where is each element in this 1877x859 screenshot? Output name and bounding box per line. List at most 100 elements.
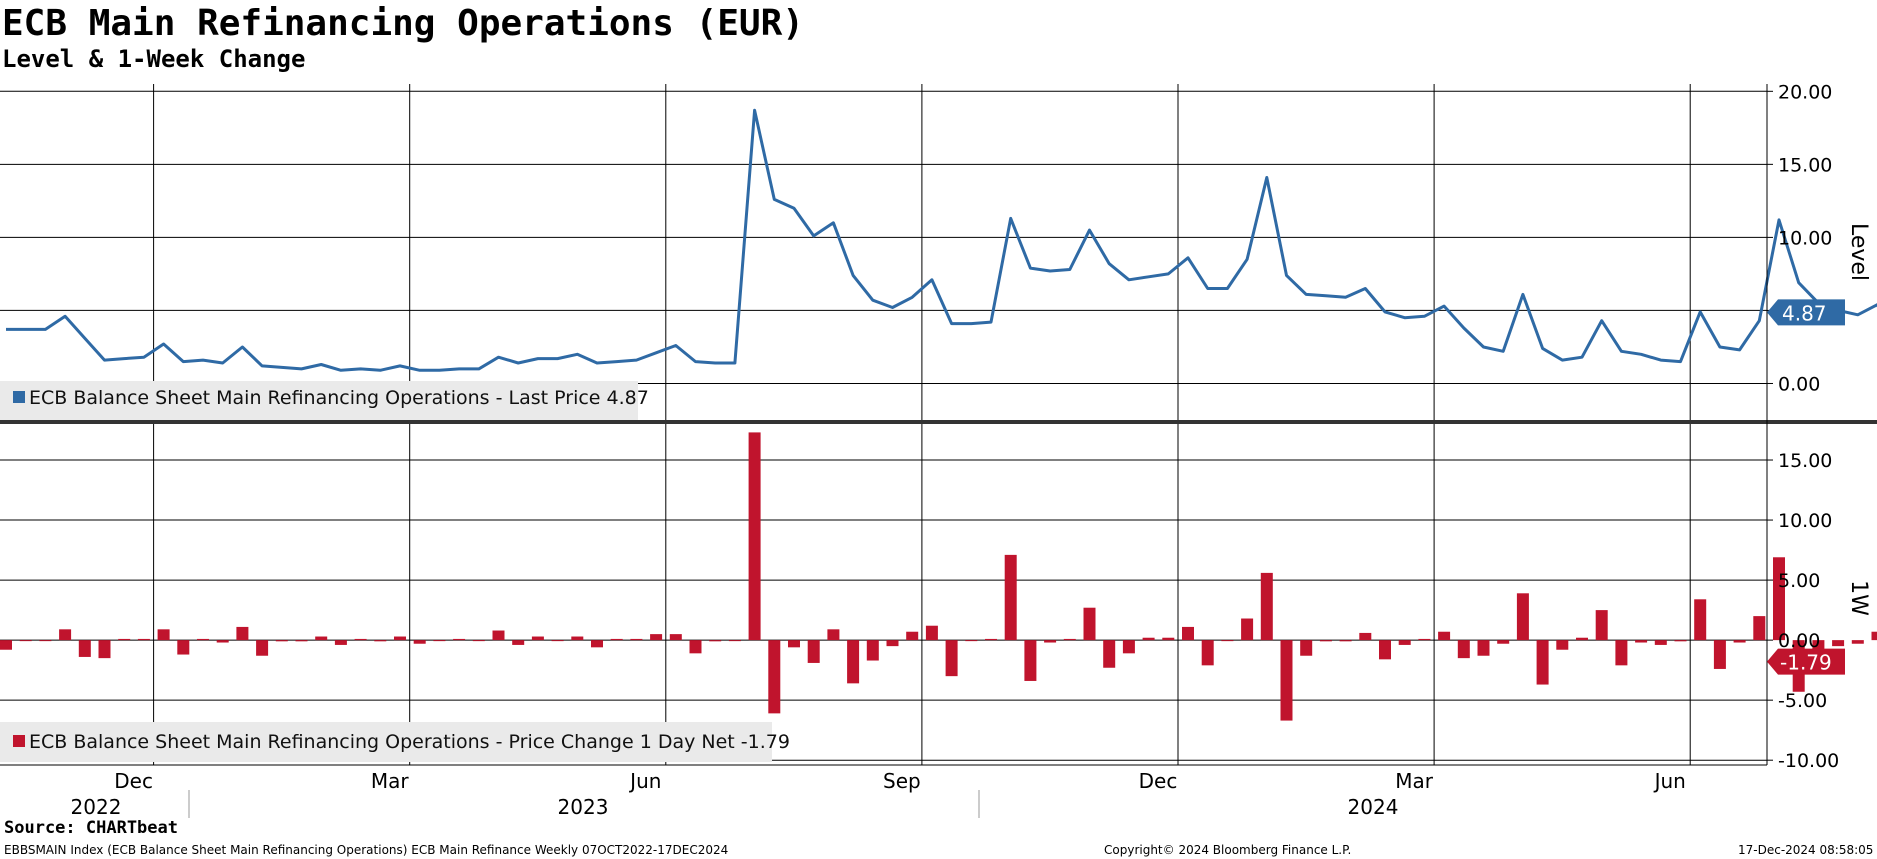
- level-axis-title: Level: [1846, 223, 1871, 281]
- change-tick-label: 10.00: [1778, 510, 1832, 532]
- x-month-label: Jun: [1653, 769, 1686, 793]
- change-last-value-label: -1.79: [1780, 651, 1832, 675]
- change-bar: [197, 638, 209, 641]
- change-bar: [19, 640, 32, 642]
- change-last-value-tag: [1767, 648, 1845, 675]
- change-bar: [610, 638, 623, 641]
- change-bar: [354, 638, 367, 641]
- change-bar: [394, 636, 406, 641]
- change-bar: [236, 626, 249, 641]
- change-bar: [315, 636, 328, 641]
- level-legend-swatch: [13, 391, 25, 403]
- change-bar: [1004, 554, 1017, 641]
- change-bar: [1615, 640, 1628, 666]
- change-bar: [1379, 640, 1391, 660]
- change-bar: [1832, 640, 1845, 647]
- level-tick-label: 10.00: [1778, 227, 1832, 249]
- bars-layer: [0, 432, 1877, 721]
- change-bar: [157, 629, 170, 641]
- change-bar: [886, 640, 899, 647]
- change-bar: [0, 640, 12, 650]
- change-tick-label: 0.00: [1778, 630, 1820, 652]
- chart-subtitle: Level & 1-Week Change: [2, 45, 306, 73]
- change-bar: [571, 636, 584, 641]
- change-bar: [1122, 640, 1135, 654]
- change-bar: [1280, 640, 1293, 721]
- legend-layer: ECB Balance Sheet Main Refinancing Opera…: [0, 381, 790, 762]
- change-bar: [925, 625, 938, 641]
- change-bar: [728, 640, 741, 642]
- change-bar: [78, 640, 91, 657]
- change-bar: [512, 640, 525, 645]
- change-bar: [1300, 640, 1313, 656]
- change-bar: [1024, 640, 1037, 681]
- level-tick-label: 0.00: [1778, 373, 1820, 395]
- chart-title: ECB Main Refinancing Operations (EUR): [2, 3, 804, 44]
- change-bar: [1694, 599, 1707, 641]
- change-bar: [1398, 640, 1411, 645]
- change-bar: [1733, 640, 1746, 643]
- change-bar: [1654, 640, 1667, 645]
- change-bar: [748, 432, 761, 641]
- change-bar: [1063, 638, 1076, 641]
- change-bar: [216, 640, 229, 643]
- x-year-label: 2022: [71, 795, 122, 819]
- change-bar: [1201, 640, 1214, 666]
- change-bar: [1359, 632, 1372, 641]
- line-layer: [6, 108, 1877, 372]
- change-bar: [137, 638, 150, 641]
- change-bar: [1083, 607, 1096, 641]
- change-bar: [709, 640, 722, 642]
- change-bar: [827, 629, 840, 641]
- change-bar: [1753, 616, 1766, 641]
- change-bar: [1595, 610, 1608, 641]
- change-bar: [453, 638, 466, 641]
- change-bar: [334, 640, 347, 645]
- change-bar: [866, 640, 879, 661]
- change-legend-swatch: [13, 735, 25, 747]
- change-bar: [98, 640, 111, 659]
- change-bar: [847, 640, 860, 684]
- change-bar: [413, 640, 426, 644]
- change-bar: [1773, 557, 1785, 641]
- change-bar: [669, 634, 682, 641]
- level-last-value-tag: [1767, 299, 1845, 326]
- change-bar: [906, 631, 919, 641]
- change-bar: [788, 640, 800, 648]
- change-bar: [630, 638, 643, 641]
- footer-copyright: Copyright© 2024 Bloomberg Finance L.P.: [1104, 843, 1352, 857]
- change-bar: [1477, 640, 1490, 656]
- level-legend-box: [0, 381, 638, 420]
- change-bar: [945, 640, 958, 677]
- change-axis-title: 1W: [1846, 580, 1871, 616]
- change-bar: [1516, 593, 1529, 641]
- change-bar: [1556, 640, 1569, 650]
- change-bar: [551, 640, 564, 642]
- change-bar: [768, 640, 781, 714]
- x-month-label: Mar: [1395, 769, 1434, 793]
- level-last-value-label: 4.87: [1782, 301, 1827, 325]
- change-bar: [256, 640, 269, 656]
- change-bar: [1576, 637, 1588, 641]
- change-tick-label: 15.00: [1778, 450, 1832, 472]
- change-bar: [1182, 626, 1194, 641]
- footer-timestamp: 17-Dec-2024 08:58:05: [1738, 843, 1874, 857]
- change-bar: [531, 636, 544, 641]
- change-bar: [1339, 640, 1352, 642]
- change-bar: [1319, 640, 1332, 642]
- change-bar: [1674, 640, 1687, 642]
- x-year-label: 2023: [558, 795, 609, 819]
- change-bar: [1438, 631, 1451, 641]
- change-bar: [1142, 637, 1155, 641]
- axis-layer: 20.0015.0010.005.000.0015.0010.005.000.0…: [0, 81, 1877, 819]
- change-bar: [118, 638, 131, 641]
- change-bar: [689, 640, 702, 654]
- change-bar: [650, 634, 663, 641]
- change-bar: [1457, 640, 1470, 659]
- change-bar: [1260, 572, 1273, 641]
- change-bar: [1497, 640, 1510, 644]
- change-bar: [1103, 640, 1116, 668]
- change-bar: [1418, 638, 1431, 641]
- grid-layer: [0, 84, 1767, 765]
